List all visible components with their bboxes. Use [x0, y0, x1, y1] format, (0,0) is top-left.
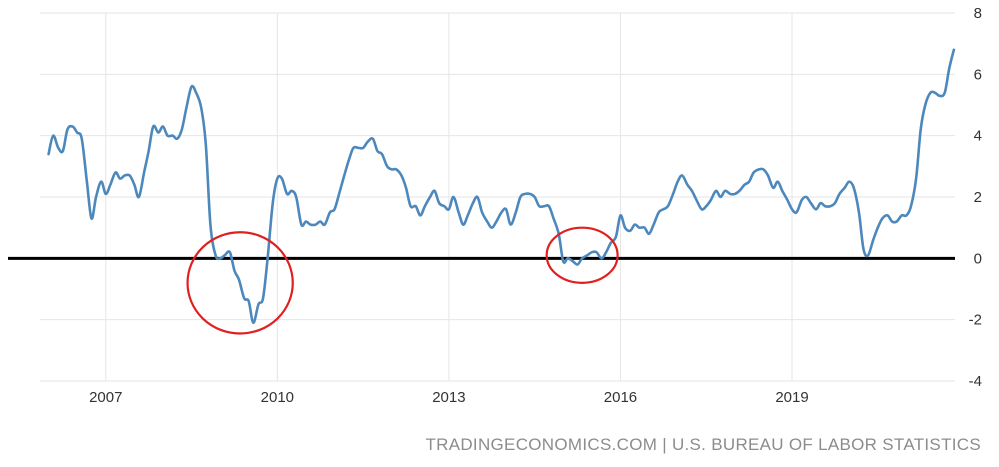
x-tick-label: 2013	[432, 389, 465, 406]
y-tick-label: 2	[974, 189, 982, 206]
y-tick-label: 4	[974, 128, 982, 145]
series-line	[47, 48, 956, 325]
series-group	[47, 48, 956, 325]
x-tick-label: 2010	[261, 389, 294, 406]
x-tick-label: 2019	[775, 389, 808, 406]
x-tick-label: 2007	[89, 389, 122, 406]
source-credit: TRADINGECONOMICS.COM | U.S. BUREAU OF LA…	[425, 435, 981, 454]
y-tick-label: 8	[974, 5, 982, 22]
y-tick-label: -2	[969, 312, 982, 329]
annotation-circle	[186, 231, 294, 335]
annotation-circle	[545, 226, 619, 284]
chart-grid	[40, 12, 955, 382]
x-axis-ticks: 2007 2010 2013 2016 2019	[89, 389, 809, 406]
y-tick-label: 6	[974, 66, 982, 83]
x-tick-label: 2016	[604, 389, 637, 406]
y-tick-label: -4	[969, 373, 982, 390]
annotations-group	[186, 226, 619, 335]
y-tick-label: 0	[974, 250, 982, 267]
y-axis-ticks: 8 6 4 2 0 -2 -4	[969, 5, 982, 390]
